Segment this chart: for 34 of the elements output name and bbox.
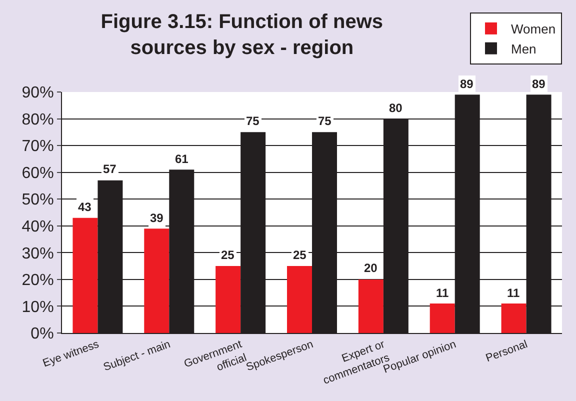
data-label: 43: [78, 200, 92, 214]
legend-label: Men: [511, 41, 536, 56]
y-tick-label: 90%: [22, 84, 54, 102]
y-tick-label: 40%: [22, 218, 54, 236]
data-label: 11: [436, 286, 450, 300]
y-tick-label: 70%: [22, 138, 54, 156]
legend-label: Women: [511, 21, 556, 36]
bar: [430, 304, 455, 333]
data-label: 89: [460, 77, 474, 91]
chart-title: Figure 3.15: Function of news sources by sex - region: [100, 11, 384, 60]
y-tick-label: 50%: [22, 192, 54, 209]
bar: [72, 218, 98, 333]
data-label: 25: [221, 248, 235, 262]
data-label: 61: [175, 152, 189, 166]
y-tick-label: 80%: [22, 111, 54, 128]
data-label: 75: [318, 114, 332, 128]
data-label: 75: [246, 114, 260, 128]
bar: [287, 266, 312, 333]
bar: [216, 266, 241, 333]
y-tick-label: 60%: [22, 164, 54, 182]
data-label: 25: [293, 248, 307, 262]
bar: [358, 279, 384, 333]
bar: [501, 304, 526, 333]
y-tick-label: 20%: [22, 272, 54, 290]
y-tick-label: 30%: [22, 245, 54, 262]
data-label: 89: [532, 77, 546, 91]
data-label: 39: [150, 211, 164, 225]
data-label: 80: [389, 101, 403, 115]
y-tick-label: 10%: [22, 298, 54, 316]
data-label: 11: [507, 286, 520, 300]
bar: [144, 228, 170, 333]
x-tick-label: Subject - main: [102, 338, 172, 374]
data-label: 57: [103, 162, 117, 176]
data-label: 20: [364, 261, 378, 275]
